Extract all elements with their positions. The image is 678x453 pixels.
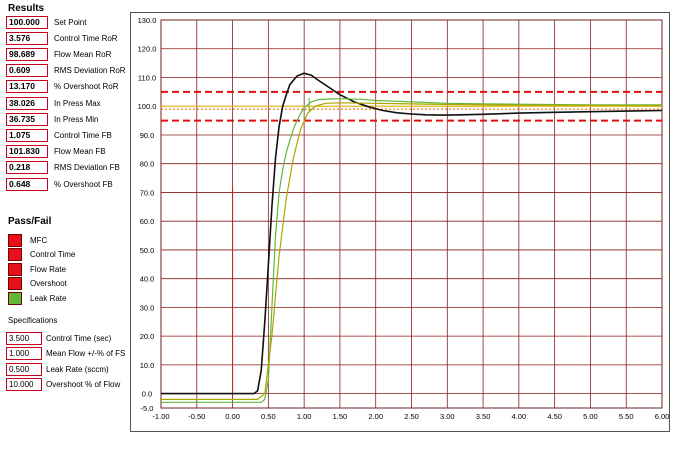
pass-fail-row: MFC bbox=[8, 233, 47, 247]
res-value-field: 100.000 bbox=[6, 15, 48, 29]
res-value-field: 98.689 bbox=[6, 47, 48, 61]
pass-fail-row: Overshoot bbox=[8, 277, 67, 291]
series-line-1 bbox=[161, 98, 662, 403]
spec-label: Leak Rate (sccm) bbox=[46, 364, 109, 374]
res-value-field: 38.026 bbox=[6, 96, 48, 110]
y-tick-label: 90.0 bbox=[140, 131, 155, 140]
y-tick-label: 20.0 bbox=[140, 332, 155, 341]
res-label: In Press Min bbox=[54, 114, 99, 124]
res-row: 0.609 RMS Deviation RoR bbox=[6, 64, 126, 78]
flow-chart-frame: -1.00 -0.50 0.00 0.50 1.00 1.50 2.00 2.50 3.00 3.… bbox=[130, 12, 670, 432]
res-label: Flow Mean FB bbox=[54, 147, 106, 157]
pass-fail-label: Leak Rate bbox=[30, 293, 67, 303]
res-value-field: 1.075 bbox=[6, 128, 48, 142]
res-value-field: 0.218 bbox=[6, 161, 48, 175]
res-row: 38.026 In Press Max bbox=[6, 96, 101, 110]
res-row: 13.170 % Overshoot RoR bbox=[6, 80, 118, 94]
res-value-field: 101.830 bbox=[6, 145, 48, 159]
res-value-field: 13.170 bbox=[6, 80, 48, 94]
specifications-title: Specifications bbox=[8, 316, 58, 325]
res-label: Flow Mean RoR bbox=[54, 49, 112, 59]
res-label: RMS Deviation FB bbox=[54, 163, 120, 173]
res-row: 36.735 In Press Min bbox=[6, 112, 98, 126]
res-label: RMS Deviation RoR bbox=[54, 66, 126, 76]
status-indicator bbox=[8, 277, 22, 290]
pass-fail-row: Flow Rate bbox=[8, 262, 66, 276]
x-tick-label: 5.50 bbox=[619, 412, 634, 421]
x-tick-label: 3.50 bbox=[476, 412, 491, 421]
spec-row: 1.000 Mean Flow +/-% of FS bbox=[6, 347, 125, 361]
res-value-field: 0.648 bbox=[6, 177, 48, 191]
y-tick-label: 0.0 bbox=[142, 390, 152, 399]
spec-row: 10.000 Overshoot % of Flow bbox=[6, 378, 120, 392]
pass-fail-row: Control Time bbox=[8, 248, 75, 262]
status-indicator bbox=[8, 291, 22, 305]
pass-fail-label: Overshoot bbox=[30, 279, 67, 288]
x-tick-label: -0.50 bbox=[188, 412, 205, 421]
spec-value-field[interactable]: 3.500 bbox=[6, 331, 42, 345]
status-indicator bbox=[8, 262, 22, 276]
x-tick-label: 3.00 bbox=[440, 412, 455, 421]
res-row: 0.218 RMS Deviation FB bbox=[6, 161, 120, 175]
spec-label: Control Time (sec) bbox=[46, 333, 112, 343]
res-value-field: 36.735 bbox=[6, 112, 48, 126]
pass-fail-label: Control Time bbox=[30, 250, 76, 259]
res-value-field: 3.576 bbox=[6, 31, 48, 45]
pass-fail-title: Pass/Fail bbox=[8, 216, 52, 227]
res-row: 3.576 Control Time RoR bbox=[6, 31, 118, 45]
status-indicator bbox=[8, 248, 22, 261]
spec-label: Mean Flow +/-% of FS bbox=[46, 349, 126, 358]
x-tick-label: 2.00 bbox=[368, 412, 383, 421]
y-tick-label: 130.0 bbox=[138, 16, 157, 25]
status-indicator bbox=[8, 233, 22, 247]
x-tick-label: 6.00 bbox=[655, 412, 669, 421]
res-label: In Press Max bbox=[54, 98, 101, 108]
res-value-field: 0.609 bbox=[6, 64, 48, 78]
res-label: Control Time RoR bbox=[54, 33, 118, 43]
y-tick-label: 50.0 bbox=[140, 246, 155, 255]
x-tick-label: 2.50 bbox=[404, 412, 419, 421]
y-tick-label: 40.0 bbox=[140, 275, 155, 284]
spec-value-field[interactable]: 1.000 bbox=[6, 347, 42, 360]
pass-fail-label: Flow Rate bbox=[30, 264, 67, 274]
spec-value-field[interactable]: 0.500 bbox=[6, 362, 42, 376]
flow-chart: -1.00 -0.50 0.00 0.50 1.00 1.50 2.00 2.50 3.00 3.… bbox=[138, 16, 670, 421]
y-tick-label: 100.0 bbox=[138, 102, 157, 111]
y-tick-label: 120.0 bbox=[138, 45, 157, 54]
y-tick-label: 80.0 bbox=[140, 160, 155, 169]
x-tick-label: 4.00 bbox=[512, 412, 527, 421]
x-tick-label: 0.00 bbox=[225, 412, 240, 421]
res-label: Set Point bbox=[54, 17, 87, 27]
y-tick-label: 30.0 bbox=[140, 303, 155, 312]
pass-fail-label: MFC bbox=[30, 235, 48, 245]
series-line-0 bbox=[161, 72, 663, 395]
res-row: 101.830 Flow Mean FB bbox=[6, 145, 106, 159]
x-tick-label: 0.50 bbox=[261, 412, 276, 421]
pass-fail-row: Leak Rate bbox=[8, 291, 66, 305]
y-tick-label: 60.0 bbox=[140, 217, 155, 226]
y-tick-label: 10.0 bbox=[140, 361, 155, 370]
y-tick-label: -5.0 bbox=[141, 404, 154, 413]
results-title: Results bbox=[8, 3, 45, 14]
spec-value-field[interactable]: 10.000 bbox=[6, 378, 42, 391]
x-tick-label: 1.50 bbox=[333, 412, 348, 421]
res-row: 1.075 Control Time FB bbox=[6, 128, 112, 142]
y-tick-label: 110.0 bbox=[138, 73, 156, 82]
x-tick-label: 4.50 bbox=[547, 412, 562, 421]
spec-row: 0.500 Leak Rate (sccm) bbox=[6, 362, 109, 376]
res-label: Control Time FB bbox=[54, 130, 112, 140]
spec-label: Overshoot % of Flow bbox=[46, 380, 121, 389]
x-tick-label: 1.00 bbox=[297, 412, 312, 421]
x-tick-label: -1.00 bbox=[152, 412, 169, 421]
spec-row: 3.500 Control Time (sec) bbox=[6, 331, 111, 345]
res-row: 0.648 % Overshoot FB bbox=[6, 177, 113, 191]
series-line-2 bbox=[161, 102, 663, 400]
res-label: % Overshoot RoR bbox=[54, 82, 119, 92]
y-tick-label: 70.0 bbox=[140, 188, 155, 197]
res-row: 100.000 Set Point bbox=[6, 15, 86, 29]
x-tick-label: 5.00 bbox=[583, 412, 598, 421]
res-row: 98.689 Flow Mean RoR bbox=[6, 47, 111, 61]
res-label: % Overshoot FB bbox=[54, 179, 113, 189]
